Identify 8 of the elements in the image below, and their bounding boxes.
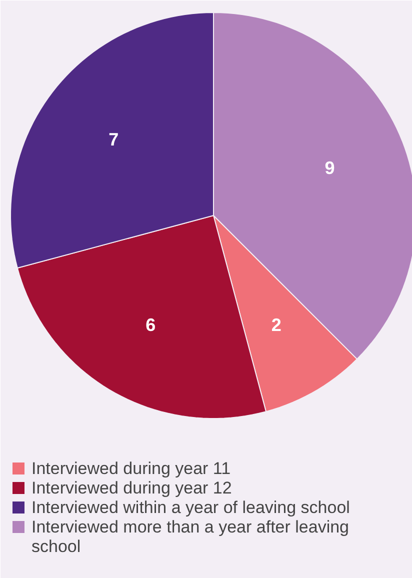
data-label: 2	[271, 315, 282, 335]
legend-label: Interviewed within a year of leaving school	[32, 498, 350, 517]
legend-label: Interviewed during year 12	[32, 478, 232, 498]
legend-label: Interviewed more than a year after leaving school	[32, 518, 350, 556]
legend-label: Interviewed during year 11	[32, 459, 231, 478]
data-label: 7	[108, 129, 119, 150]
data-label: 9	[324, 158, 335, 178]
data-label: 6	[146, 315, 156, 335]
